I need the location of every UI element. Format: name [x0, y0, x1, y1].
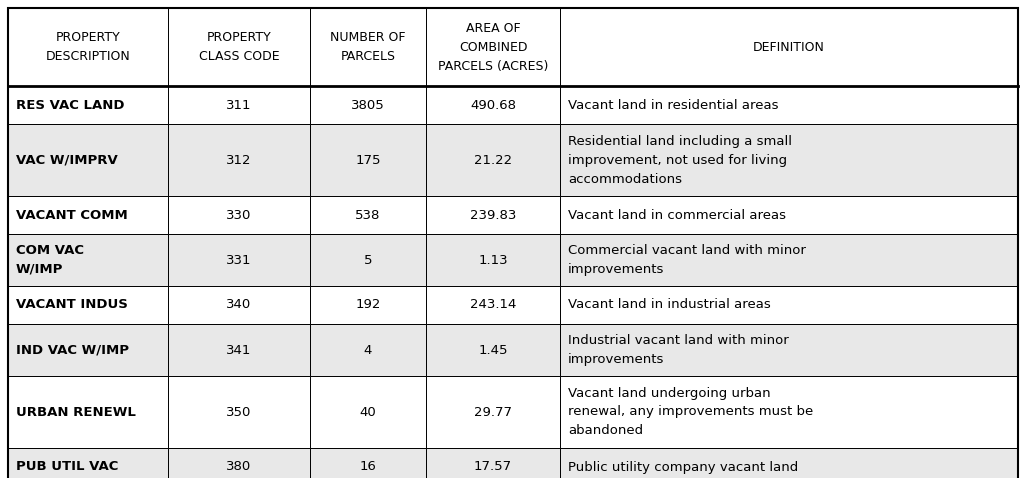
Bar — [560, 124, 1018, 196]
Bar — [8, 8, 168, 86]
Text: 192: 192 — [356, 298, 381, 312]
Text: 380: 380 — [226, 460, 251, 474]
Bar — [8, 376, 168, 448]
Bar — [426, 376, 560, 448]
Bar — [426, 286, 560, 324]
Bar — [168, 8, 310, 86]
Bar — [8, 448, 168, 478]
Text: Residential land including a small
improvement, not used for living
accommodatio: Residential land including a small impro… — [568, 134, 792, 185]
Text: RES VAC LAND: RES VAC LAND — [16, 98, 124, 111]
Bar — [168, 286, 310, 324]
Bar — [168, 196, 310, 234]
Bar — [168, 324, 310, 376]
Bar — [8, 124, 168, 196]
Bar — [310, 376, 426, 448]
Bar — [560, 234, 1018, 286]
Bar — [426, 86, 560, 124]
Bar — [560, 8, 1018, 86]
Text: AREA OF
COMBINED
PARCELS (ACRES): AREA OF COMBINED PARCELS (ACRES) — [437, 22, 548, 73]
Text: 340: 340 — [226, 298, 251, 312]
Text: 1.13: 1.13 — [478, 253, 508, 267]
Text: 4: 4 — [364, 344, 372, 357]
Text: 40: 40 — [360, 405, 376, 419]
Text: 330: 330 — [226, 208, 251, 221]
Text: Vacant land in industrial areas: Vacant land in industrial areas — [568, 298, 770, 312]
Bar — [168, 234, 310, 286]
Bar — [168, 86, 310, 124]
Bar — [426, 448, 560, 478]
Text: Industrial vacant land with minor
improvements: Industrial vacant land with minor improv… — [568, 334, 789, 366]
Text: COM VAC
W/IMP: COM VAC W/IMP — [16, 244, 84, 276]
Bar — [8, 234, 168, 286]
Bar — [560, 286, 1018, 324]
Text: NUMBER OF
PARCELS: NUMBER OF PARCELS — [330, 31, 405, 63]
Text: IND VAC W/IMP: IND VAC W/IMP — [16, 344, 129, 357]
Text: VACANT INDUS: VACANT INDUS — [16, 298, 128, 312]
Bar — [310, 286, 426, 324]
Bar — [8, 286, 168, 324]
Bar — [168, 124, 310, 196]
Bar — [560, 324, 1018, 376]
Text: VAC W/IMPRV: VAC W/IMPRV — [16, 153, 118, 166]
Text: Vacant land undergoing urban
renewal, any improvements must be
abandoned: Vacant land undergoing urban renewal, an… — [568, 387, 814, 437]
Text: 16: 16 — [360, 460, 376, 474]
Bar — [426, 234, 560, 286]
Bar — [426, 196, 560, 234]
Text: 538: 538 — [356, 208, 381, 221]
Text: Commercial vacant land with minor
improvements: Commercial vacant land with minor improv… — [568, 244, 805, 276]
Text: PUB UTIL VAC: PUB UTIL VAC — [16, 460, 118, 474]
Text: 21.22: 21.22 — [474, 153, 512, 166]
Text: 175: 175 — [356, 153, 381, 166]
Text: 350: 350 — [226, 405, 251, 419]
Bar — [310, 8, 426, 86]
Text: VACANT COMM: VACANT COMM — [16, 208, 128, 221]
Bar — [168, 448, 310, 478]
Text: 5: 5 — [364, 253, 372, 267]
Text: URBAN RENEWL: URBAN RENEWL — [16, 405, 135, 419]
Text: 331: 331 — [226, 253, 251, 267]
Text: DEFINITION: DEFINITION — [753, 41, 825, 54]
Text: 490.68: 490.68 — [470, 98, 516, 111]
Text: Vacant land in commercial areas: Vacant land in commercial areas — [568, 208, 786, 221]
Bar — [310, 448, 426, 478]
Bar — [8, 324, 168, 376]
Text: Public utility company vacant land: Public utility company vacant land — [568, 460, 798, 474]
Bar — [560, 86, 1018, 124]
Text: PROPERTY
CLASS CODE: PROPERTY CLASS CODE — [199, 31, 279, 63]
Bar — [310, 124, 426, 196]
Bar — [310, 86, 426, 124]
Text: 17.57: 17.57 — [474, 460, 512, 474]
Bar — [310, 324, 426, 376]
Bar — [8, 86, 168, 124]
Text: Vacant land in residential areas: Vacant land in residential areas — [568, 98, 779, 111]
Bar — [560, 376, 1018, 448]
Text: 243.14: 243.14 — [469, 298, 516, 312]
Bar — [426, 124, 560, 196]
Text: 3805: 3805 — [352, 98, 385, 111]
Text: PROPERTY
DESCRIPTION: PROPERTY DESCRIPTION — [45, 31, 130, 63]
Bar — [310, 234, 426, 286]
Text: 312: 312 — [226, 153, 251, 166]
Text: 341: 341 — [226, 344, 251, 357]
Bar — [426, 324, 560, 376]
Text: 311: 311 — [226, 98, 251, 111]
Bar — [168, 376, 310, 448]
Bar — [560, 448, 1018, 478]
Text: 1.45: 1.45 — [479, 344, 508, 357]
Text: 29.77: 29.77 — [474, 405, 512, 419]
Bar — [310, 196, 426, 234]
Bar — [426, 8, 560, 86]
Bar — [560, 196, 1018, 234]
Bar — [8, 196, 168, 234]
Text: 239.83: 239.83 — [469, 208, 516, 221]
